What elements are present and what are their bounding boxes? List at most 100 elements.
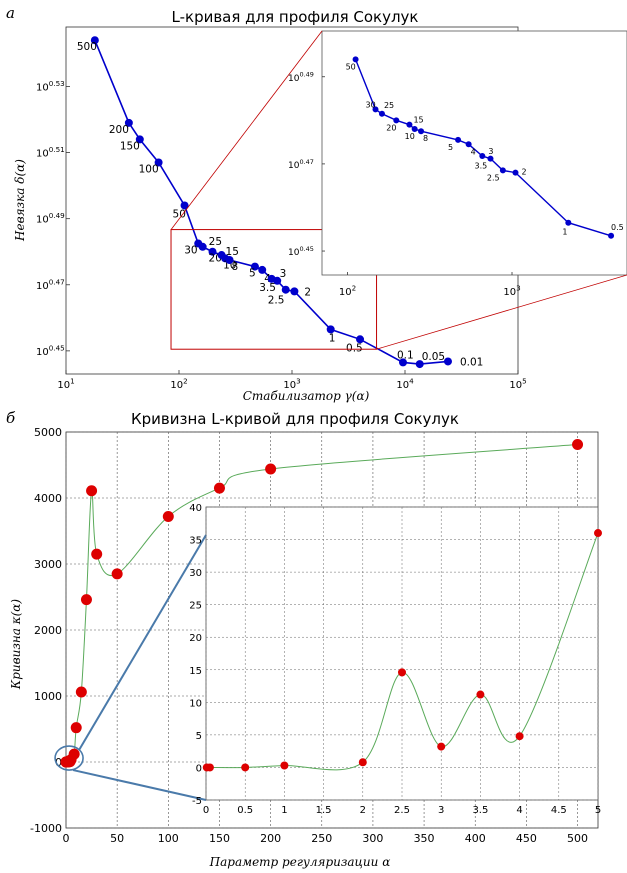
chart-a-inset-point-label: 3.5 [474, 162, 487, 171]
chart-a-point-label: 25 [209, 236, 222, 248]
chart-a-point-label: 8 [232, 261, 239, 273]
chart-a-inset-point [372, 106, 379, 113]
chart-a-ylabel: Невязка δ(α) [13, 159, 27, 242]
chart-a-inset-point-label: 2.5 [487, 173, 500, 182]
chart-a-inset-point-label: 3 [488, 147, 493, 156]
chart-a-point-label: 0.01 [460, 356, 483, 368]
chart-b-xtick-label: 250 [311, 832, 332, 845]
chart-b-inset-point [280, 761, 289, 770]
chart-a-xtick-label: 104 [396, 377, 414, 392]
chart-a-inset-point [393, 117, 400, 124]
chart-a-xtick-label: 103 [283, 377, 300, 392]
chart-b-inset-point [437, 742, 446, 751]
chart-b-xlabel: Параметр регуляризации α [209, 855, 391, 869]
chart-b-inset-xtick-label: 2 [360, 805, 366, 816]
chart-a-point-label: 2.5 [268, 295, 285, 307]
chart-a-inset-point [465, 141, 472, 148]
chart-b-title: Кривизна L-кривой для профиля Сокулук [131, 410, 459, 428]
chart-a-point-label: 0.05 [422, 351, 445, 363]
chart-b-ylabel: Кривизна κ(α) [9, 599, 23, 690]
chart-b-inset-xtick-label: 4 [516, 805, 522, 816]
chart-b-inset-point [594, 529, 602, 538]
chart-a-point [225, 255, 234, 264]
chart-b-point [572, 439, 584, 451]
chart-b-zoom-marker [54, 745, 84, 771]
chart-b-inset-ytick-label: 5 [196, 731, 202, 742]
chart-a-point-label: 15 [226, 246, 239, 258]
chart-a-xlabel: Стабилизатор γ(α) [243, 389, 370, 403]
chart-a-point-label: 500 [77, 41, 97, 53]
chart-a-ytick-label: 100.47 [36, 277, 65, 292]
chart-b-ytick-label: 5000 [34, 426, 62, 439]
chart-a-point [250, 262, 259, 271]
chart-b-xtick-label: 450 [516, 832, 537, 845]
panel-letter-a: а [6, 4, 15, 22]
chart-b-point [75, 686, 87, 698]
chart-a-ytick-label: 100.51 [36, 145, 65, 160]
chart-a-xtick-label: 105 [509, 377, 526, 392]
chart-b-inset-xtick-label: 0 [203, 805, 209, 816]
chart-a-inset-point-label: 20 [386, 123, 396, 132]
chart-b-ytick-label: 1000 [34, 690, 62, 703]
chart-a-point [208, 247, 217, 256]
chart-b-xtick-label: 500 [567, 832, 588, 845]
chart-a-point-label: 200 [109, 124, 129, 136]
chart-a-point [258, 265, 267, 274]
chart-a-title: L-кривая для профиля Сокулук [172, 8, 419, 26]
chart-b-inset-xtick-label: 3 [438, 805, 444, 816]
chart-a-inset-point [406, 121, 413, 128]
chart-a-inset-point [608, 232, 615, 239]
chart-a-inset-point-label: 5 [448, 143, 453, 152]
chart-a-point [180, 201, 189, 210]
chart-b-inset-ytick-label: 10 [189, 698, 202, 709]
chart-b-inset-xtick-label: 4.5 [551, 805, 567, 816]
chart-a-inset-point [378, 110, 385, 117]
chart-a-point [124, 118, 133, 127]
chart-a-point [415, 360, 424, 369]
chart-b-xtick-label: 0 [63, 832, 70, 845]
chart-a-inset-point-label: 1 [562, 228, 567, 237]
chart-a-point [443, 357, 452, 366]
chart-a-point-label: 3.5 [259, 282, 276, 294]
chart-a-inset-point-label: 0.5 [611, 223, 624, 232]
chart-a-inset-point [455, 136, 462, 143]
chart-a-inset-ytick-label: 100.47 [288, 158, 314, 171]
chart-b-inset-xtick-label: 1.5 [316, 805, 332, 816]
chart-a-inset-point [411, 126, 418, 133]
chart-b-ytick-label: 3000 [34, 558, 62, 571]
chart-a-point-label: 0.5 [346, 342, 363, 354]
chart-b-xtick-label: 50 [110, 832, 124, 845]
chart-a-point-label: 30 [184, 244, 197, 256]
chart-a-point [198, 242, 207, 251]
chart-a-inset-point-label: 30 [365, 100, 375, 109]
chart-b-point [111, 568, 123, 580]
chart-a-point [90, 36, 99, 45]
chart-b-zoom-connector [78, 534, 207, 751]
chart-a-inset-ytick-label: 100.45 [288, 245, 314, 258]
chart-b-xtick-label: 150 [209, 832, 230, 845]
chart-a-ytick-label: 100.53 [36, 79, 65, 94]
chart-b-inset-point [476, 690, 485, 699]
chart-b-inset-ytick-label: 40 [189, 503, 202, 514]
chart-a-point-label: 100 [139, 163, 159, 175]
chart-b-inset-point [515, 732, 524, 741]
chart-a-point-label: 3 [280, 268, 287, 280]
chart-a-point-label: 1 [329, 332, 336, 344]
chart-b-inset-ytick-label: 15 [189, 666, 202, 677]
chart-a-point [398, 358, 407, 367]
chart-a-inset-point-label: 4 [471, 147, 476, 156]
chart-a-point [281, 285, 290, 294]
chart-b-ytick-label: 4000 [34, 492, 62, 505]
chart-a-inset-point [512, 169, 519, 176]
chart-b-point [86, 485, 98, 497]
chart-b-zoom-connector [72, 769, 207, 801]
chart-a-inset-point-label: 10 [405, 132, 415, 141]
chart-b-xtick-label: 350 [414, 832, 435, 845]
chart-a-inset-ytick-label: 100.49 [288, 71, 314, 84]
chart-b-inset-point [241, 763, 250, 772]
chart-b-inset-xtick-label: 3.5 [472, 805, 488, 816]
chart-b-inset-ytick-label: 35 [189, 536, 202, 547]
chart-a-inset-frame [321, 30, 627, 276]
chart-b-plot: 0 50 100 150 200 250 300 350 400 450 500-100001000… [30, 426, 602, 845]
chart-b-inset-ytick-label: -5 [192, 796, 202, 807]
